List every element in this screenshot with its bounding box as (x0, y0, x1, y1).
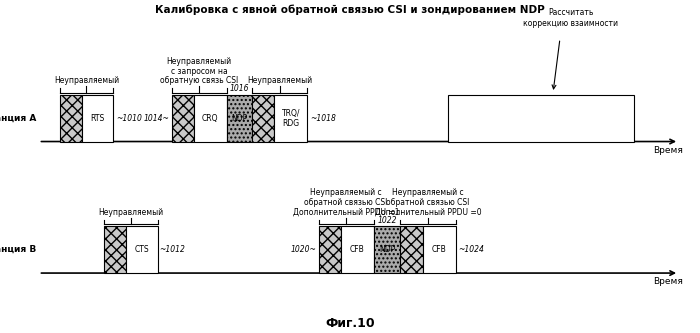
Text: Время: Время (652, 146, 682, 155)
Text: CTS: CTS (134, 245, 149, 254)
Bar (423, 226, 456, 273)
Bar (194, 95, 227, 142)
Text: 1014~: 1014~ (144, 114, 169, 123)
Text: Неуправляемый: Неуправляемый (54, 76, 119, 85)
Text: CFB: CFB (350, 245, 365, 254)
Bar (274, 95, 307, 142)
Bar (341, 226, 374, 273)
Bar (82, 95, 113, 142)
Text: NDP: NDP (231, 114, 248, 123)
Bar (374, 226, 400, 273)
Text: Неуправляемый с
обратной связью CSI
Дополнительный PPDU =0: Неуправляемый с обратной связью CSI Допо… (374, 188, 482, 217)
Text: Станция В: Станция В (0, 245, 36, 254)
Bar (104, 226, 126, 273)
Text: Неуправляемый: Неуправляемый (247, 76, 312, 85)
Bar (400, 226, 423, 273)
Bar (318, 226, 341, 273)
Text: 1022: 1022 (377, 216, 397, 225)
Text: Неуправляемый
с запросом на
обратную связь CSI: Неуправляемый с запросом на обратную свя… (160, 57, 238, 85)
Bar (227, 95, 252, 142)
Text: 1020~: 1020~ (290, 245, 316, 254)
Bar (126, 226, 158, 273)
Text: Рассчитать
коррекцию взаимности: Рассчитать коррекцию взаимности (523, 8, 618, 28)
Bar (172, 95, 194, 142)
Bar (448, 95, 634, 142)
Text: CFB: CFB (432, 245, 447, 254)
Text: RTS: RTS (90, 114, 105, 123)
Text: Станция А: Станция А (0, 114, 36, 123)
Text: 1016: 1016 (230, 84, 249, 93)
Text: ~1012: ~1012 (160, 245, 186, 254)
Text: Неуправляемый: Неуправляемый (98, 208, 163, 217)
Text: Фиг.10: Фиг.10 (326, 317, 374, 330)
Bar (252, 95, 274, 142)
Text: ~1018: ~1018 (310, 114, 336, 123)
Text: ~1010: ~1010 (116, 114, 142, 123)
Text: Неуправляемый с
обратной связью CSI
Дополнительный PPDU =1: Неуправляемый с обратной связью CSI Допо… (293, 188, 400, 217)
Text: NDP: NDP (379, 245, 396, 254)
Text: Калибровка с явной обратной связью CSI и зондированием NDP: Калибровка с явной обратной связью CSI и… (155, 5, 545, 16)
Bar (60, 95, 82, 142)
Text: Время: Время (652, 277, 682, 286)
Text: TRQ/
RDG: TRQ/ RDG (281, 109, 300, 128)
Text: ~1024: ~1024 (458, 245, 484, 254)
Text: CRQ: CRQ (202, 114, 218, 123)
